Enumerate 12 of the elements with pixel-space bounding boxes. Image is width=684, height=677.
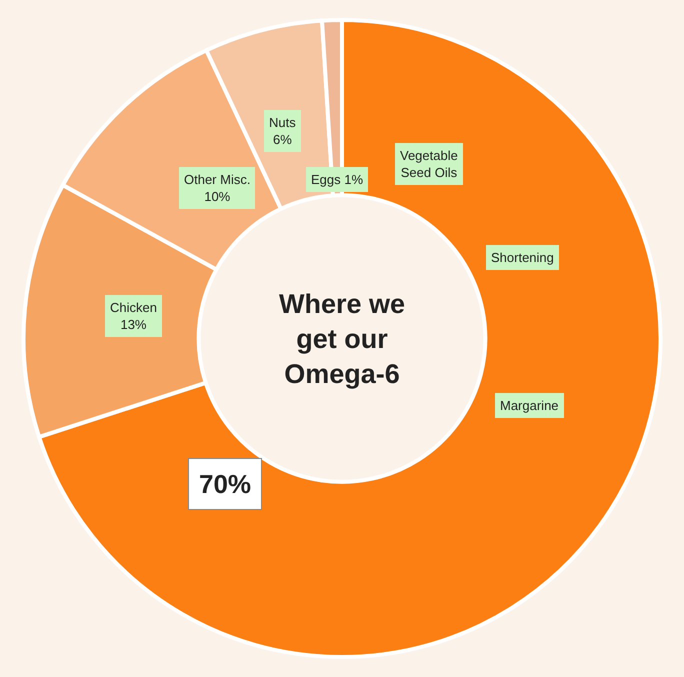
slice-label: Other Misc. bbox=[184, 172, 250, 187]
slice-label: Chicken bbox=[110, 300, 157, 315]
data-label: 6% bbox=[272, 132, 292, 147]
text: Margarine bbox=[500, 398, 559, 413]
slice-label: Nuts bbox=[269, 115, 296, 130]
text: Shortening bbox=[491, 250, 554, 265]
slice-label: Eggs 1% bbox=[311, 172, 364, 187]
text: Vegetable Seed Oils bbox=[400, 148, 458, 180]
text: Where we get our Omega-6 bbox=[279, 289, 406, 390]
data-label: 13% bbox=[120, 316, 147, 332]
data-label: 70% bbox=[199, 469, 252, 499]
data-label: 10% bbox=[204, 188, 231, 204]
